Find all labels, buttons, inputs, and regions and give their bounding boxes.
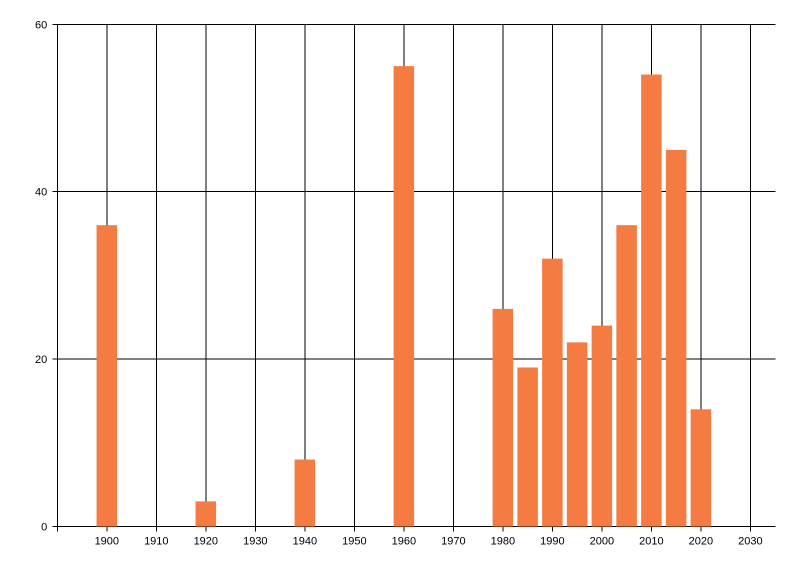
svg-text:1980: 1980	[491, 536, 515, 548]
svg-text:1970: 1970	[441, 536, 465, 548]
svg-text:60: 60	[35, 19, 47, 31]
svg-text:1950: 1950	[342, 536, 366, 548]
svg-text:1900: 1900	[95, 536, 119, 548]
svg-text:2000: 2000	[590, 536, 614, 548]
svg-text:1930: 1930	[243, 536, 267, 548]
svg-text:1940: 1940	[293, 536, 317, 548]
svg-text:20: 20	[35, 354, 47, 366]
svg-text:40: 40	[35, 187, 47, 199]
svg-text:1960: 1960	[392, 536, 416, 548]
svg-text:1920: 1920	[194, 536, 218, 548]
svg-text:2010: 2010	[639, 536, 663, 548]
svg-text:0: 0	[41, 522, 47, 534]
svg-text:2030: 2030	[738, 536, 762, 548]
svg-text:1990: 1990	[540, 536, 564, 548]
svg-text:1910: 1910	[144, 536, 168, 548]
svg-text:2020: 2020	[689, 536, 713, 548]
